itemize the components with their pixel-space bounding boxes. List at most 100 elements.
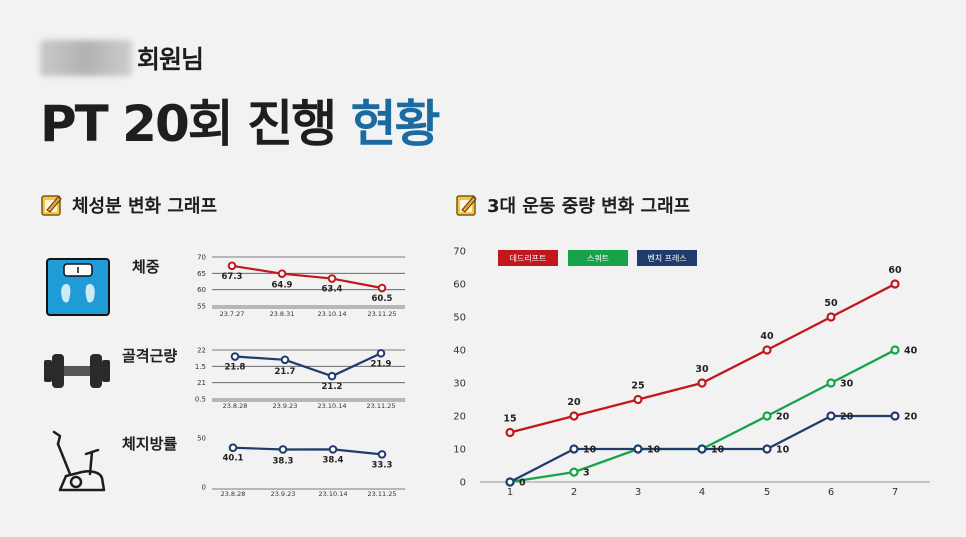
data-label: 63.4 bbox=[322, 285, 343, 295]
data-label: 67.3 bbox=[222, 272, 243, 282]
data-label: 33.3 bbox=[372, 460, 393, 470]
data-point bbox=[227, 261, 237, 271]
data-label: 60.5 bbox=[372, 294, 393, 304]
x-tick-label: 23.11.25 bbox=[367, 402, 396, 410]
y-tick-label: 20.5 bbox=[195, 396, 206, 404]
member-suffix: 회원님 bbox=[137, 45, 204, 74]
data-label: 40 bbox=[760, 331, 774, 342]
series-line bbox=[234, 352, 382, 378]
data-label: 21.9 bbox=[371, 359, 392, 369]
weight-chart: 55 60 65 70 23.7.27 23.8.31 23.10.14 23.11.25 67… bbox=[197, 254, 405, 318]
x-tick-label: 23.8.28 bbox=[223, 402, 248, 410]
bodyfat-chart: 0 50 23.8.28 23.9.23 23.10.14 23.11.25 40.1 38.… bbox=[197, 435, 405, 498]
data-point bbox=[633, 394, 643, 405]
data-label: 40.1 bbox=[223, 454, 244, 464]
x-tick-label: 23.11.25 bbox=[368, 490, 397, 498]
data-point bbox=[377, 283, 387, 293]
x-tick-label: 23.8.31 bbox=[270, 310, 295, 318]
series-line bbox=[231, 264, 383, 290]
x-tick-label: 23.10.14 bbox=[319, 490, 348, 498]
y-tick-label: 60 bbox=[453, 280, 466, 291]
data-label: 10 bbox=[711, 445, 725, 456]
y-tick-label: 0 bbox=[460, 478, 466, 489]
data-label: 40 bbox=[904, 346, 918, 357]
x-tick-label: 23.10.14 bbox=[318, 402, 347, 410]
y-tick-label: 22 bbox=[197, 347, 206, 355]
y-tick-label: 21.5 bbox=[195, 363, 206, 371]
data-point bbox=[505, 427, 515, 438]
data-point bbox=[569, 444, 579, 454]
data-label: 20 bbox=[840, 412, 854, 423]
series-line bbox=[232, 446, 383, 456]
data-label: 25 bbox=[631, 381, 644, 392]
data-point bbox=[569, 467, 579, 477]
y-tick-label: 10 bbox=[453, 445, 466, 456]
legend-squat: 스쿼트 bbox=[568, 250, 628, 266]
data-label: 60 bbox=[888, 265, 902, 276]
data-point bbox=[826, 411, 836, 421]
data-label: 64.9 bbox=[272, 281, 293, 291]
data-point bbox=[826, 312, 836, 322]
y-tick-label: 50 bbox=[453, 313, 466, 324]
y-tick-label: 70 bbox=[453, 247, 466, 258]
data-label: 10 bbox=[647, 445, 661, 456]
x-tick-label: 23.11.25 bbox=[368, 310, 397, 318]
x-tick-label: 5 bbox=[764, 487, 770, 498]
y-tick-label: 60 bbox=[197, 286, 206, 294]
data-point bbox=[377, 450, 387, 459]
y-tick-label: 55 bbox=[197, 303, 206, 311]
metric-label-muscle: 골격근량 bbox=[122, 347, 178, 365]
y-tick-label: 50 bbox=[197, 435, 206, 443]
y-tick-label: 21 bbox=[197, 379, 206, 387]
metric-label-weight: 체중 bbox=[132, 258, 160, 276]
data-label: 38.4 bbox=[323, 455, 344, 465]
data-point bbox=[228, 443, 238, 453]
x-tick-label: 23.10.14 bbox=[318, 310, 347, 318]
title-main: PT 20회 진행 bbox=[40, 95, 351, 153]
data-point bbox=[890, 279, 900, 289]
data-point bbox=[762, 444, 772, 454]
data-label: 30 bbox=[695, 364, 709, 375]
x-tick-label: 23.8.28 bbox=[221, 490, 246, 498]
y-tick-label: 70 bbox=[197, 254, 206, 262]
data-label: 0 bbox=[519, 478, 526, 489]
legend-deadlift: 데드리프트 bbox=[498, 250, 558, 266]
x-tick-label: 2 bbox=[571, 487, 577, 498]
section-title-text: 체성분 변화 그래프 bbox=[72, 196, 218, 217]
data-label: 20 bbox=[567, 397, 581, 408]
data-point bbox=[505, 477, 515, 487]
data-point bbox=[376, 348, 386, 358]
x-tick-label: 23.9.23 bbox=[271, 490, 296, 498]
x-tick-label: 6 bbox=[828, 487, 834, 498]
data-point bbox=[633, 444, 643, 454]
metric-label-bodyfat: 체지방률 bbox=[122, 435, 178, 453]
data-point bbox=[697, 444, 707, 454]
data-point bbox=[328, 445, 338, 454]
x-tick-label: 23.7.27 bbox=[220, 310, 245, 318]
y-tick-label: 40 bbox=[453, 346, 466, 357]
data-point bbox=[277, 269, 287, 278]
data-label: 30 bbox=[840, 379, 854, 390]
memo-pencil-icon bbox=[456, 195, 477, 216]
data-point bbox=[826, 378, 836, 388]
data-label: 21.7 bbox=[275, 367, 296, 377]
y-tick-label: 65 bbox=[197, 270, 206, 278]
x-tick-label: 1 bbox=[507, 487, 513, 498]
scale-icon bbox=[46, 258, 110, 316]
data-label: 20 bbox=[776, 412, 790, 423]
x-tick-label: 4 bbox=[699, 487, 705, 498]
section-title-text: 3대 운동 중량 변화 그래프 bbox=[487, 196, 691, 217]
x-tick-label: 3 bbox=[635, 487, 641, 498]
legend-bench-press: 벤치 프레스 bbox=[637, 250, 697, 266]
data-label: 20 bbox=[904, 412, 918, 423]
data-label: 21.8 bbox=[225, 363, 246, 373]
blurred-member-name bbox=[40, 40, 132, 76]
data-label: 21.2 bbox=[322, 382, 343, 392]
data-point bbox=[762, 345, 772, 355]
data-point bbox=[890, 345, 900, 355]
data-label: 10 bbox=[583, 445, 597, 456]
data-point bbox=[230, 352, 240, 361]
exercise-bike-icon bbox=[52, 430, 106, 492]
data-label: 15 bbox=[503, 414, 516, 425]
